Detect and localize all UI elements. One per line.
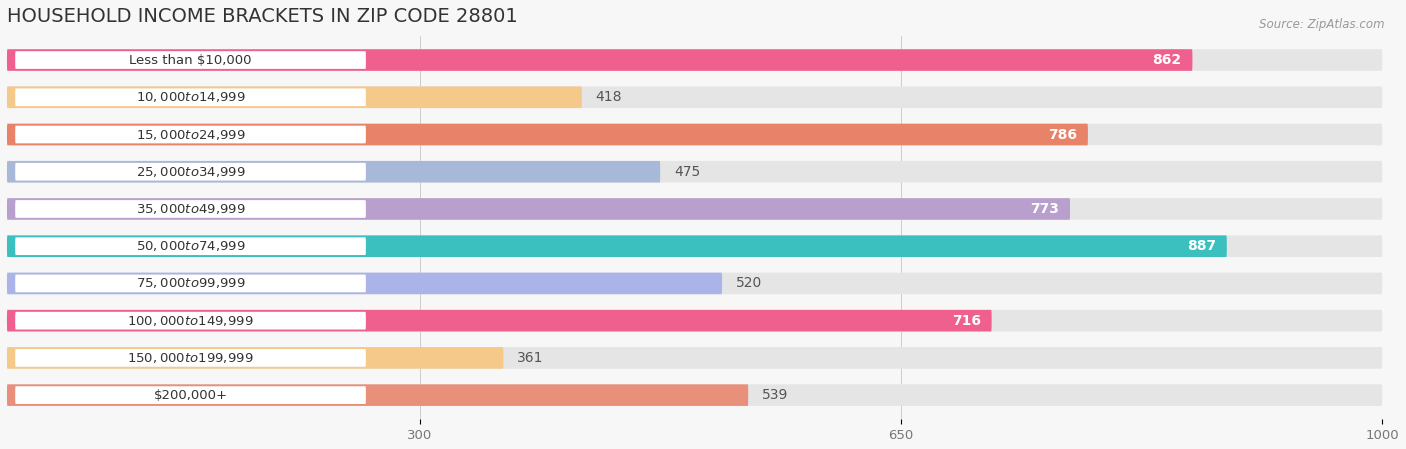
FancyBboxPatch shape <box>7 49 1382 71</box>
Text: $200,000+: $200,000+ <box>153 389 228 402</box>
Text: $35,000 to $49,999: $35,000 to $49,999 <box>136 202 246 216</box>
Text: 520: 520 <box>735 277 762 291</box>
FancyBboxPatch shape <box>7 198 1382 220</box>
Text: 773: 773 <box>1031 202 1059 216</box>
FancyBboxPatch shape <box>7 49 1192 71</box>
FancyBboxPatch shape <box>15 386 366 404</box>
FancyBboxPatch shape <box>7 310 1382 331</box>
Text: 786: 786 <box>1047 128 1077 141</box>
FancyBboxPatch shape <box>7 347 1382 369</box>
FancyBboxPatch shape <box>7 235 1382 257</box>
Text: 475: 475 <box>673 165 700 179</box>
Text: $10,000 to $14,999: $10,000 to $14,999 <box>136 90 246 104</box>
FancyBboxPatch shape <box>7 384 748 406</box>
Text: HOUSEHOLD INCOME BRACKETS IN ZIP CODE 28801: HOUSEHOLD INCOME BRACKETS IN ZIP CODE 28… <box>7 7 517 26</box>
Text: 418: 418 <box>596 90 621 104</box>
Text: Less than $10,000: Less than $10,000 <box>129 53 252 66</box>
FancyBboxPatch shape <box>7 235 1227 257</box>
Text: 716: 716 <box>952 314 980 328</box>
FancyBboxPatch shape <box>7 198 1070 220</box>
Text: $15,000 to $24,999: $15,000 to $24,999 <box>136 128 246 141</box>
Text: 887: 887 <box>1187 239 1216 253</box>
FancyBboxPatch shape <box>7 161 1382 183</box>
Text: 539: 539 <box>762 388 789 402</box>
FancyBboxPatch shape <box>15 312 366 330</box>
FancyBboxPatch shape <box>15 200 366 218</box>
FancyBboxPatch shape <box>7 273 1382 294</box>
FancyBboxPatch shape <box>15 238 366 255</box>
Text: $50,000 to $74,999: $50,000 to $74,999 <box>136 239 246 253</box>
FancyBboxPatch shape <box>7 384 1382 406</box>
FancyBboxPatch shape <box>15 163 366 180</box>
Text: 862: 862 <box>1153 53 1181 67</box>
Text: $100,000 to $149,999: $100,000 to $149,999 <box>128 314 254 328</box>
FancyBboxPatch shape <box>7 124 1088 145</box>
FancyBboxPatch shape <box>7 161 661 183</box>
FancyBboxPatch shape <box>7 87 1382 108</box>
Text: $150,000 to $199,999: $150,000 to $199,999 <box>128 351 254 365</box>
FancyBboxPatch shape <box>15 51 366 69</box>
FancyBboxPatch shape <box>7 124 1382 145</box>
FancyBboxPatch shape <box>15 88 366 106</box>
FancyBboxPatch shape <box>15 126 366 143</box>
Text: Source: ZipAtlas.com: Source: ZipAtlas.com <box>1260 18 1385 31</box>
Text: 361: 361 <box>517 351 544 365</box>
Text: $75,000 to $99,999: $75,000 to $99,999 <box>136 277 246 291</box>
Text: $25,000 to $34,999: $25,000 to $34,999 <box>136 165 246 179</box>
FancyBboxPatch shape <box>7 347 503 369</box>
FancyBboxPatch shape <box>7 273 723 294</box>
FancyBboxPatch shape <box>15 275 366 292</box>
FancyBboxPatch shape <box>15 349 366 367</box>
FancyBboxPatch shape <box>7 87 582 108</box>
FancyBboxPatch shape <box>7 310 991 331</box>
